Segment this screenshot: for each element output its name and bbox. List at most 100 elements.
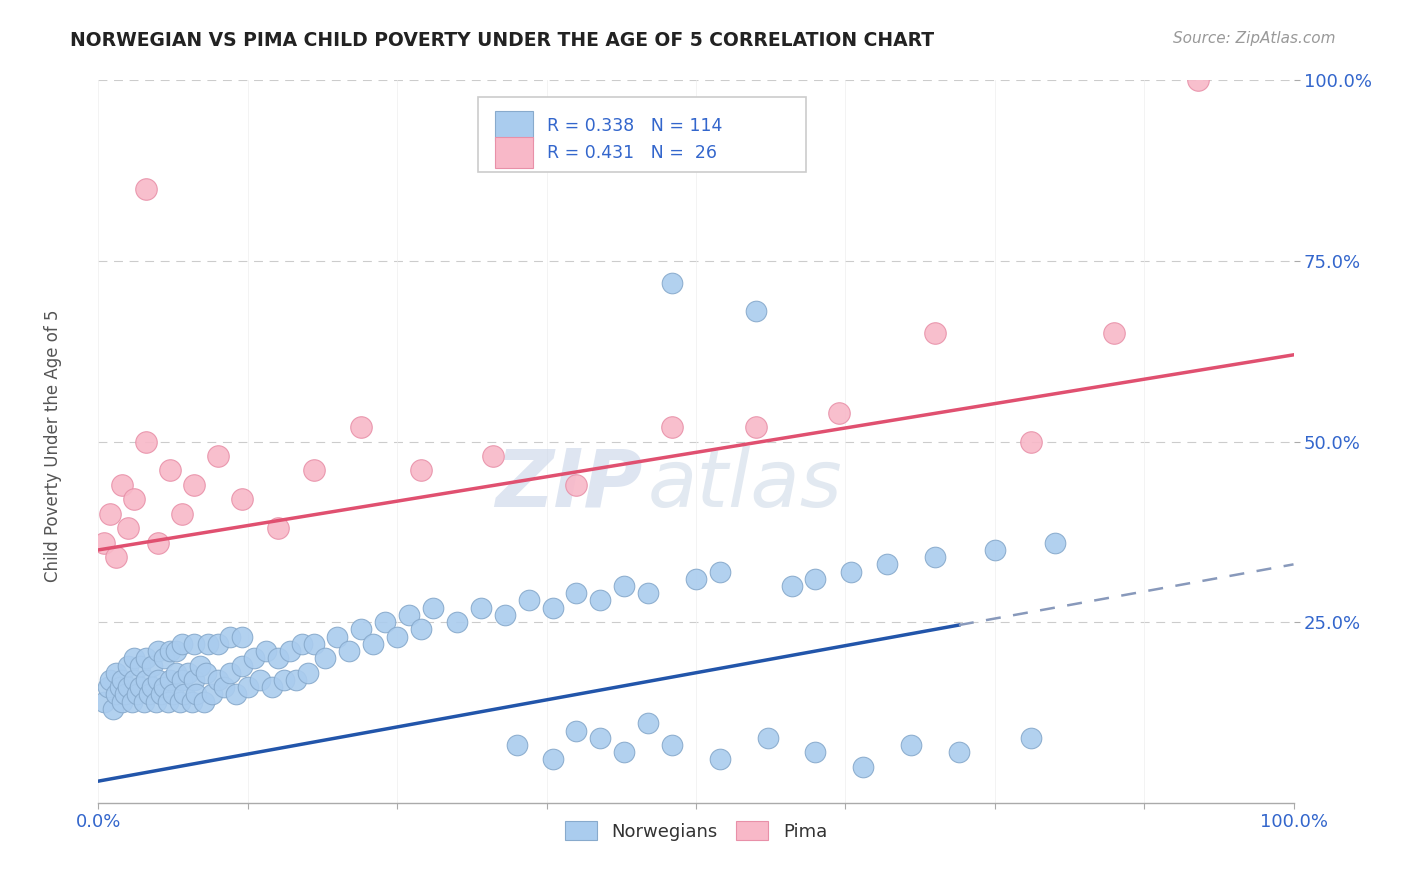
Point — [193, 695, 215, 709]
FancyBboxPatch shape — [495, 137, 533, 168]
Point — [114, 687, 136, 701]
Point — [117, 680, 139, 694]
Point — [124, 492, 146, 507]
Point — [177, 665, 200, 680]
Point — [183, 673, 205, 687]
Text: Source: ZipAtlas.com: Source: ZipAtlas.com — [1173, 31, 1336, 46]
Point — [589, 731, 612, 745]
Point — [613, 745, 636, 759]
Point — [219, 665, 242, 680]
Point — [745, 304, 768, 318]
Point — [260, 680, 283, 694]
Point — [398, 607, 420, 622]
Point — [267, 521, 290, 535]
Point — [108, 680, 131, 694]
Point — [685, 572, 707, 586]
Point — [93, 695, 115, 709]
Text: NORWEGIAN VS PIMA CHILD POVERTY UNDER THE AGE OF 5 CORRELATION CHART: NORWEGIAN VS PIMA CHILD POVERTY UNDER TH… — [70, 31, 935, 50]
Point — [1019, 731, 1042, 745]
Point — [173, 687, 195, 701]
Point — [291, 637, 314, 651]
Point — [141, 680, 163, 694]
Point — [565, 586, 588, 600]
Point — [756, 731, 779, 745]
Point — [249, 673, 271, 687]
Point — [852, 760, 875, 774]
Point — [350, 420, 373, 434]
Text: ZIP: ZIP — [495, 446, 643, 524]
Text: atlas: atlas — [648, 446, 844, 524]
Point — [207, 449, 229, 463]
Point — [148, 535, 170, 549]
Point — [225, 687, 247, 701]
Point — [195, 665, 218, 680]
Point — [172, 637, 194, 651]
Point — [565, 723, 588, 738]
Point — [254, 644, 277, 658]
Point — [97, 680, 120, 694]
Point — [197, 637, 219, 651]
Point — [385, 630, 409, 644]
Point — [169, 695, 191, 709]
Point — [105, 687, 128, 701]
Point — [297, 665, 319, 680]
Point — [186, 687, 208, 701]
Point — [207, 673, 229, 687]
Point — [98, 507, 122, 521]
Point — [117, 521, 139, 535]
Point — [129, 658, 152, 673]
Point — [661, 420, 683, 434]
Point — [637, 586, 659, 600]
Point — [613, 579, 636, 593]
Point — [236, 680, 259, 694]
Point — [135, 651, 157, 665]
FancyBboxPatch shape — [478, 97, 806, 172]
Point — [231, 630, 253, 644]
Point — [315, 651, 337, 665]
Point — [900, 738, 922, 752]
Point — [141, 658, 163, 673]
Point — [278, 644, 301, 658]
Point — [219, 630, 242, 644]
Point — [165, 665, 187, 680]
Point — [517, 593, 540, 607]
FancyBboxPatch shape — [495, 111, 533, 141]
Point — [111, 478, 134, 492]
Point — [481, 449, 505, 463]
Point — [1019, 434, 1042, 449]
Point — [411, 463, 433, 477]
Point — [111, 695, 134, 709]
Point — [494, 607, 516, 622]
Point — [231, 492, 253, 507]
Point — [411, 623, 433, 637]
Point — [124, 673, 146, 687]
Text: R = 0.431   N =  26: R = 0.431 N = 26 — [547, 144, 717, 161]
Point — [541, 752, 564, 766]
Point — [243, 651, 266, 665]
Point — [156, 695, 179, 709]
Point — [153, 651, 176, 665]
Point — [165, 644, 187, 658]
Point — [153, 680, 176, 694]
Point — [183, 478, 205, 492]
Point — [876, 558, 898, 572]
Point — [841, 565, 863, 579]
Point — [745, 420, 768, 434]
Point — [138, 687, 160, 701]
Point — [188, 658, 211, 673]
Point — [589, 593, 612, 607]
Point — [162, 687, 184, 701]
Legend: Norwegians, Pima: Norwegians, Pima — [558, 814, 834, 848]
Point — [148, 673, 170, 687]
Point — [93, 535, 115, 549]
Point — [105, 665, 128, 680]
Point — [1104, 326, 1126, 340]
Point — [804, 745, 827, 759]
Point — [117, 658, 139, 673]
Point — [125, 687, 148, 701]
Point — [565, 478, 588, 492]
Point — [135, 434, 157, 449]
Point — [284, 673, 307, 687]
Text: Child Poverty Under the Age of 5: Child Poverty Under the Age of 5 — [45, 310, 62, 582]
Point — [541, 600, 564, 615]
